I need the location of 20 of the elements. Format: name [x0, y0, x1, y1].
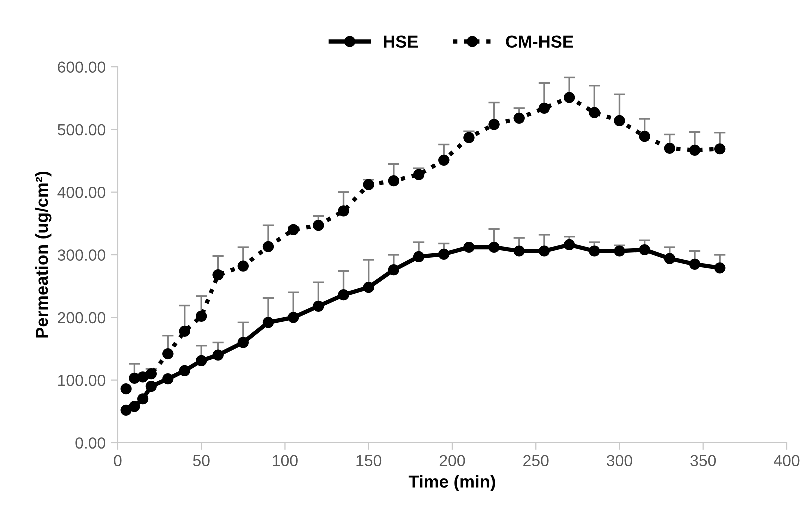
- legend-label: CM-HSE: [506, 36, 574, 48]
- x-tick-label: 400: [774, 455, 800, 467]
- x-tick-label: 0: [114, 455, 122, 467]
- y-tick-label: 400.00: [58, 186, 106, 198]
- y-tick-label: 0.00: [76, 438, 106, 449]
- x-axis-title: Time (min): [408, 475, 496, 492]
- y-tick-label: 200.00: [58, 312, 106, 324]
- y-tick-label: 600.00: [58, 62, 106, 73]
- x-tick-label: 200: [440, 455, 466, 467]
- x-tick-label: 100: [273, 455, 298, 467]
- x-tick-label: 300: [607, 455, 632, 467]
- x-tick-label: 350: [690, 455, 716, 467]
- y-tick-label: 500.00: [58, 124, 106, 136]
- y-axis-title: Permeation (ug/cm²): [36, 172, 52, 338]
- x-tick-label: 250: [524, 455, 549, 467]
- legend-label: HSE: [384, 36, 418, 48]
- x-tick-label: 150: [356, 455, 382, 467]
- x-tick-label: 50: [193, 455, 210, 467]
- y-tick-label: 100.00: [58, 374, 106, 386]
- y-tick-label: 300.00: [58, 250, 106, 261]
